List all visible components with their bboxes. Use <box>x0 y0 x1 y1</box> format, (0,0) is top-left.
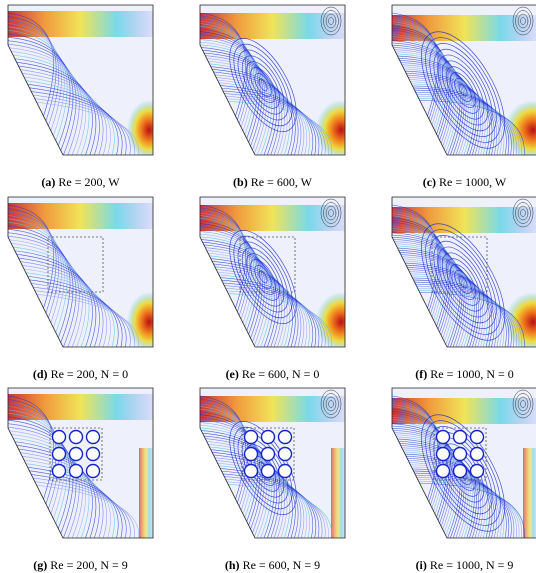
plot-body <box>8 388 153 538</box>
caption: (g) Re = 200, N = 9 <box>0 558 171 573</box>
plot-body <box>392 197 536 353</box>
inlet-jet <box>8 394 153 420</box>
streamline-plot <box>8 5 171 160</box>
streamline-plot <box>8 197 171 352</box>
cylinder <box>471 465 484 478</box>
inlet-jet <box>8 11 153 37</box>
caption: (e) Re = 600, N = 0 <box>183 367 363 382</box>
panel-caption: Re = 1000, N = 0 <box>430 367 514 381</box>
panels-art <box>0 0 536 550</box>
streamline-plot <box>392 197 536 353</box>
plot-body <box>200 197 366 352</box>
panel-label: (h) <box>225 558 240 572</box>
cylinder <box>437 431 450 444</box>
caption: (a) Re = 200, W <box>0 175 171 190</box>
cylinder <box>70 448 83 461</box>
outlet-jet <box>127 100 171 160</box>
panel-label: (g) <box>33 558 47 572</box>
cylinder <box>437 448 450 461</box>
outlet-jet <box>331 448 345 538</box>
cylinder <box>262 431 275 444</box>
streamline-plot <box>8 388 153 538</box>
panel-label: (a) <box>41 175 55 189</box>
caption: (c) Re = 1000, W <box>375 175 536 190</box>
cylinder <box>70 465 83 478</box>
streamline-plot <box>392 388 536 544</box>
streamline-plot <box>200 5 366 160</box>
cylinder <box>454 431 467 444</box>
outlet-jet <box>523 448 536 538</box>
cylinder <box>53 431 66 444</box>
cylinder <box>53 465 66 478</box>
streamline-plot <box>392 5 536 161</box>
panel-caption: Re = 200, N = 0 <box>51 367 129 381</box>
panel-caption: Re = 200, N = 9 <box>50 558 128 572</box>
panel-label: (d) <box>33 367 48 381</box>
plot-body <box>392 5 536 161</box>
outlet-jet <box>139 448 153 538</box>
figure: (a) Re = 200, W (b) Re = 600, W (c) Re = 1… <box>0 0 536 550</box>
caption: (h) Re = 600, N = 9 <box>183 558 363 573</box>
panel-label: (b) <box>233 175 248 189</box>
cylinder <box>262 465 275 478</box>
panel-label: (e) <box>226 367 239 381</box>
caption: (b) Re = 600, W <box>183 175 363 190</box>
cylinder <box>437 465 450 478</box>
panel-label: (f) <box>415 367 427 381</box>
panel-caption: Re = 600, N = 9 <box>243 558 321 572</box>
panel-caption: Re = 1000, N = 9 <box>430 558 514 572</box>
cylinder <box>454 465 467 478</box>
cylinder <box>245 465 258 478</box>
plot-body <box>392 388 536 544</box>
plot-body <box>200 5 366 160</box>
panel-label: (i) <box>416 558 427 572</box>
cylinder <box>279 448 292 461</box>
cylinder <box>279 465 292 478</box>
cylinder <box>262 448 275 461</box>
inlet-jet <box>8 203 153 229</box>
cylinder <box>245 448 258 461</box>
panel-caption: Re = 600, W <box>251 175 312 189</box>
plot-body <box>8 197 171 352</box>
outlet-jet <box>127 292 171 352</box>
cylinder <box>87 431 100 444</box>
cylinder <box>454 448 467 461</box>
cylinder <box>70 431 83 444</box>
panel-caption: Re = 200, W <box>58 175 119 189</box>
cylinder <box>53 448 66 461</box>
panel-caption: Re = 600, N = 0 <box>242 367 320 381</box>
cylinder <box>87 465 100 478</box>
panel-caption: Re = 1000, W <box>439 175 506 189</box>
caption: (i) Re = 1000, N = 9 <box>375 558 536 573</box>
caption: (f) Re = 1000, N = 0 <box>375 367 536 382</box>
cylinder <box>245 431 258 444</box>
plot-body <box>200 388 345 538</box>
streamline-plot <box>200 388 345 538</box>
streamline-plot <box>200 197 366 352</box>
panel-label: (c) <box>423 175 436 189</box>
cylinder <box>471 448 484 461</box>
plot-body <box>8 5 171 160</box>
cylinder <box>279 431 292 444</box>
caption: (d) Re = 200, N = 0 <box>0 367 171 382</box>
cylinder <box>87 448 100 461</box>
cylinder <box>471 431 484 444</box>
